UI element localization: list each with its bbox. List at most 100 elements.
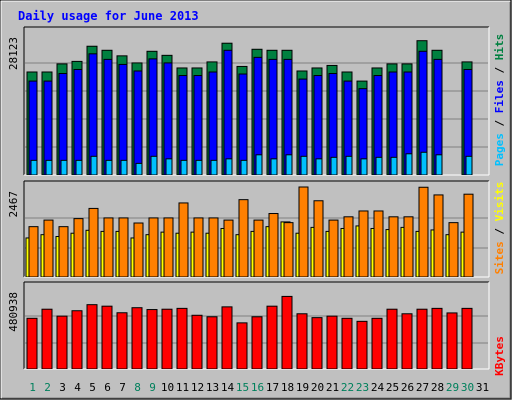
bar-pages-day-17: [270, 158, 278, 175]
day-label-11: 11: [176, 381, 189, 394]
day-label-20: 20: [311, 381, 324, 394]
side-label-kbytes: KBytes: [493, 336, 506, 376]
day-label-12: 12: [191, 381, 204, 394]
bar-files-day-12: [193, 75, 203, 175]
bar-sites-day-17: [268, 213, 279, 277]
day-label-30: 30: [461, 381, 474, 394]
bar-pages-day-2: [45, 159, 53, 175]
bar-pages-day-20: [315, 158, 323, 175]
bar-pages-day-6: [105, 159, 113, 175]
bar-kbytes-day-3: [56, 315, 68, 369]
bar-kbytes-day-1: [26, 317, 38, 369]
bar-kbytes-day-19: [296, 313, 308, 369]
bar-files-day-9: [148, 58, 158, 175]
side-label-hits-files-pages: Pages / Files / Hits: [493, 34, 506, 167]
bar-kbytes-day-20: [311, 317, 323, 369]
bar-kbytes-day-28: [431, 307, 443, 369]
bar-sites-day-1: [28, 226, 39, 277]
bar-pages-day-5: [90, 155, 98, 175]
day-label-24: 24: [371, 381, 385, 394]
bar-kbytes-day-10: [161, 308, 173, 369]
bar-kbytes-day-11: [176, 307, 188, 369]
bar-files-day-14: [223, 49, 233, 175]
bar-pages-day-1: [30, 159, 38, 175]
y-max-label: 28123: [7, 37, 20, 70]
bar-kbytes-day-25: [386, 308, 398, 369]
bar-pages-day-4: [75, 159, 83, 175]
bar-files-day-13: [208, 71, 218, 175]
day-label-10: 10: [161, 381, 174, 394]
bar-sites-day-3: [58, 226, 69, 277]
side-label-separator: /: [493, 60, 506, 80]
side-label-files: Files: [493, 80, 506, 113]
bar-kbytes-day-8: [131, 307, 143, 369]
bar-files-day-26: [403, 71, 413, 175]
bar-sites-day-22: [343, 216, 354, 277]
bar-files-day-3: [58, 73, 68, 175]
bar-pages-day-11: [180, 159, 188, 175]
bar-files-day-20: [313, 75, 323, 175]
bar-kbytes-day-21: [326, 315, 338, 369]
bar-files-day-6: [103, 58, 113, 175]
day-label-9: 9: [149, 381, 156, 394]
bar-kbytes-day-24: [371, 317, 383, 369]
bar-kbytes-day-29: [446, 312, 458, 369]
day-label-31: 31: [476, 381, 489, 394]
bar-kbytes-day-22: [341, 317, 353, 369]
bar-files-day-25: [388, 71, 398, 175]
bars-visits-sites: [25, 186, 474, 277]
side-label-visits: Visits: [493, 182, 506, 222]
bar-files-day-27: [418, 50, 428, 175]
bar-kbytes-day-7: [116, 312, 128, 369]
bar-files-day-18: [283, 58, 293, 175]
bar-kbytes-day-18: [281, 295, 293, 369]
bar-sites-day-25: [388, 216, 399, 277]
bar-sites-day-27: [418, 186, 429, 277]
bar-sites-day-24: [373, 210, 384, 277]
bar-pages-day-10: [165, 158, 173, 175]
bar-pages-day-8: [135, 162, 143, 175]
bar-kbytes-day-12: [191, 314, 203, 369]
day-label-25: 25: [386, 381, 399, 394]
day-label-7: 7: [119, 381, 126, 394]
bar-pages-day-27: [420, 151, 428, 175]
bar-kbytes-day-5: [86, 304, 98, 369]
bar-files-day-24: [373, 75, 383, 175]
chart-title: Daily usage for June 2013: [18, 9, 199, 23]
bar-pages-day-14: [225, 158, 233, 175]
bar-pages-day-15: [240, 159, 248, 175]
side-label-sites: Sites: [493, 241, 506, 274]
bar-kbytes-day-4: [71, 310, 83, 369]
bar-sites-day-30: [463, 193, 474, 277]
side-label-hits: Hits: [493, 34, 506, 61]
bar-sites-day-8: [133, 222, 144, 277]
side-label-kbytes: KBytes: [493, 336, 506, 376]
day-label-18: 18: [281, 381, 294, 394]
bar-pages-day-16: [255, 154, 263, 175]
bar-sites-day-15: [238, 199, 249, 277]
bar-sites-day-9: [148, 217, 159, 277]
day-label-4: 4: [74, 381, 81, 394]
side-label-visits-sites: Sites / Visits: [493, 182, 506, 275]
bar-sites-day-16: [253, 219, 264, 277]
bar-pages-day-30: [465, 155, 473, 175]
bar-pages-day-7: [120, 159, 128, 175]
bar-sites-day-19: [298, 186, 309, 277]
bar-pages-day-18: [285, 154, 293, 175]
bar-pages-day-24: [375, 156, 383, 175]
bars-hits-files-pages: [26, 40, 473, 175]
panel-kbytes: 480938: [7, 281, 490, 370]
bar-sites-day-26: [403, 216, 414, 277]
bar-files-day-7: [118, 63, 128, 175]
bars-kbytes: [26, 295, 473, 369]
bar-files-day-4: [73, 68, 83, 175]
day-label-14: 14: [221, 381, 235, 394]
bar-kbytes-day-14: [221, 306, 233, 369]
bar-sites-day-21: [328, 219, 339, 277]
day-label-3: 3: [59, 381, 66, 394]
bar-kbytes-day-15: [236, 322, 248, 369]
day-label-29: 29: [446, 381, 459, 394]
bar-files-day-28: [433, 58, 443, 175]
